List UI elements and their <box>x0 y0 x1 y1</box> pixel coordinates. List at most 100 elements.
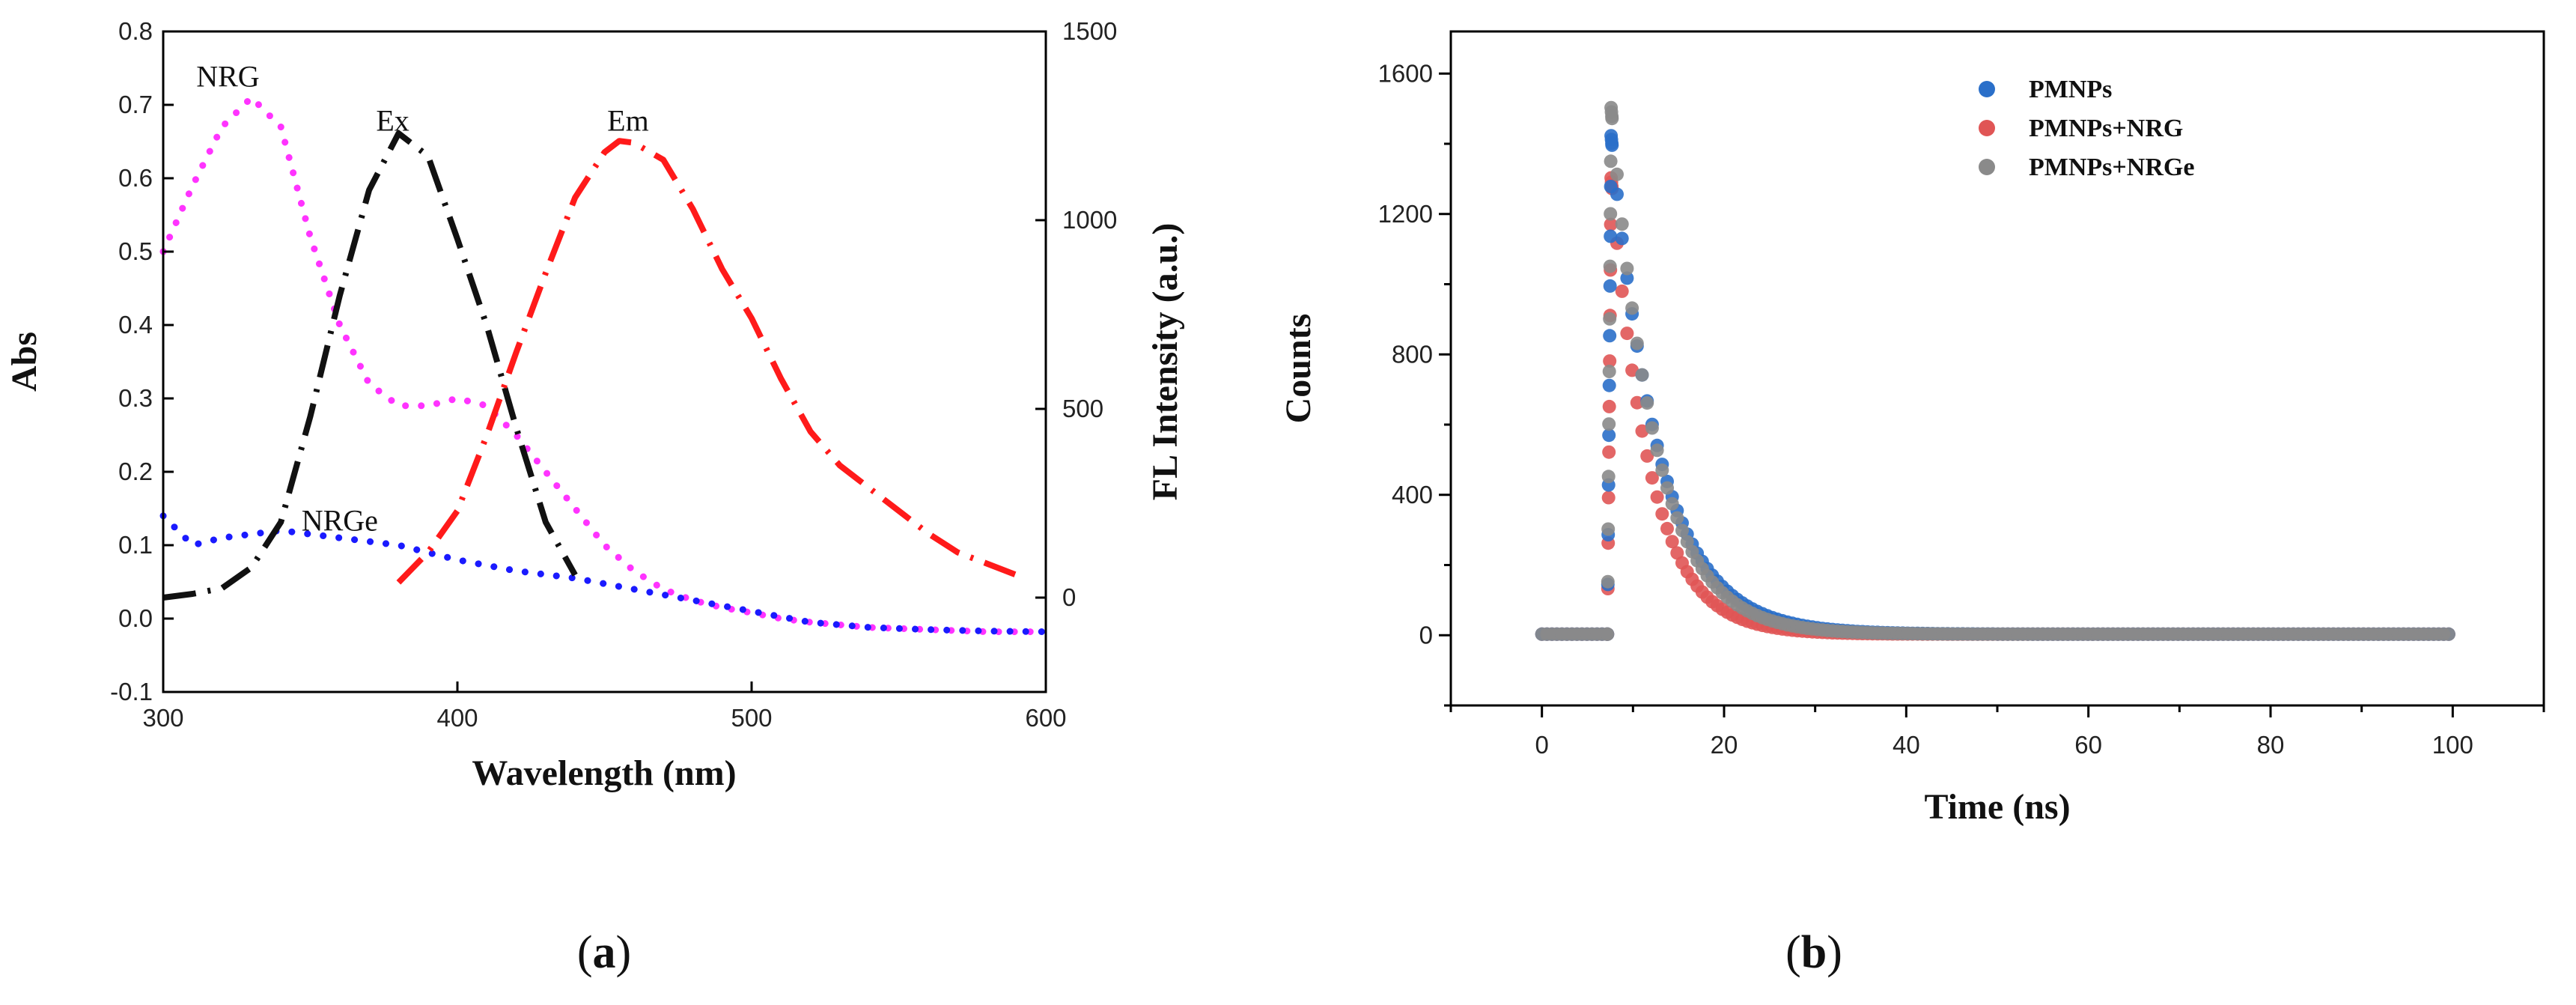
data-point <box>1601 574 1615 589</box>
data-point <box>1655 463 1669 477</box>
panel-a-y-ticks: -0.1 0.0 0.1 0.2 0.3 0.4 0.5 0.6 0.7 0.8 <box>110 17 174 705</box>
data-point <box>1645 421 1659 435</box>
panel-a-caption: (a) <box>577 927 631 978</box>
y-tick-label: 1200 <box>1378 200 1433 228</box>
panel-a-y-axis-title: Abs <box>4 332 44 392</box>
y-tick-label: 0.4 <box>118 311 153 338</box>
data-point <box>1602 428 1616 443</box>
data-point <box>1603 329 1617 343</box>
data-point <box>1680 535 1694 549</box>
data-point <box>1604 207 1618 221</box>
data-point <box>1604 180 1618 193</box>
data-point <box>1602 365 1616 378</box>
data-point <box>1620 327 1634 341</box>
data-point <box>1602 417 1616 431</box>
panel-a-data-layer <box>159 94 1050 636</box>
panel-b-chart: 0 20 40 60 80 100 0 400 800 1200 1600 PMNPs PMNPs+… <box>1279 30 2545 978</box>
x-tick-label: 100 <box>2432 731 2473 759</box>
data-point <box>1665 497 1679 511</box>
data-point <box>1604 154 1618 168</box>
x-tick-label: 40 <box>1893 731 1920 759</box>
x-tick-label: 500 <box>731 704 772 732</box>
panel-a-plot-frame <box>162 30 1047 693</box>
series-pmnps <box>1535 129 2455 641</box>
panel-b-x-axis-title: Time (ns) <box>1924 787 2070 827</box>
annotation-nrge: NRGe <box>302 503 378 537</box>
x-tick-label: 20 <box>1711 731 1738 759</box>
y2-tick-label: 1500 <box>1062 17 1117 45</box>
data-point <box>1660 521 1674 535</box>
legend-label-pmnps-nrg: PMNPs+NRG <box>2029 115 2183 142</box>
data-point <box>1635 368 1649 382</box>
data-point <box>1601 470 1616 484</box>
y-tick-label: -0.1 <box>110 678 153 705</box>
data-point <box>1670 546 1684 560</box>
data-point <box>1604 217 1618 231</box>
x-tick-label: 0 <box>1535 731 1548 759</box>
data-point <box>1602 378 1616 392</box>
data-point <box>1605 109 1619 124</box>
y-tick-label: 0 <box>1419 621 1433 649</box>
legend-marker-pmnps-nrg <box>1979 120 1995 136</box>
series-line-ex <box>162 130 578 601</box>
y2-tick-label: 0 <box>1062 583 1076 611</box>
y-tick-label: 0.2 <box>118 458 153 485</box>
data-point <box>1620 261 1634 276</box>
panel-b-x-ticks: 0 20 40 60 80 100 <box>1449 705 2545 759</box>
panel-b-legend: PMNPs PMNPs+NRG PMNPs+NRGe <box>1979 76 2194 181</box>
data-point <box>1625 363 1639 377</box>
x-tick-label: 300 <box>142 704 183 732</box>
data-point <box>1615 231 1629 246</box>
data-point <box>1650 443 1664 458</box>
annotation-nrg: NRG <box>196 60 259 94</box>
legend-marker-pmnps-nrge <box>1979 159 1995 175</box>
data-point <box>1655 507 1669 521</box>
x-tick-label: 60 <box>2074 731 2102 759</box>
data-point <box>1650 490 1664 504</box>
data-point <box>1660 481 1674 495</box>
data-point <box>1625 301 1639 315</box>
data-point <box>1615 284 1629 298</box>
data-point <box>1610 167 1624 181</box>
panel-b-data-layer <box>1535 100 2455 641</box>
y2-tick-label: 500 <box>1062 395 1103 422</box>
panel-a-y2-ticks: 0 500 1000 1500 <box>1035 17 1117 611</box>
data-point <box>1640 449 1654 463</box>
y-tick-label: 800 <box>1392 340 1433 368</box>
data-point <box>1605 136 1619 151</box>
data-point <box>2441 627 2455 641</box>
y-tick-label: 0.5 <box>118 237 153 265</box>
y-tick-label: 0.8 <box>118 17 153 45</box>
series-line-em <box>396 138 1018 585</box>
panel-a-chart: 300 400 500 600 -0.1 0.0 0.1 0.2 0.3 0.4 0.5 0.6 0.… <box>4 17 1185 978</box>
panel-b-y-axis-title: Counts <box>1279 314 1318 424</box>
data-point <box>1615 217 1629 231</box>
annotation-ex: Ex <box>376 103 409 137</box>
series-pmnps-nrg <box>1535 171 2455 641</box>
x-tick-label: 80 <box>2257 731 2285 759</box>
data-point <box>1602 399 1616 413</box>
data-point <box>1670 511 1684 525</box>
data-point <box>1603 279 1617 293</box>
data-point <box>1601 491 1616 505</box>
data-point <box>1620 271 1634 285</box>
panel-b-caption-open: ( <box>1785 927 1801 978</box>
panel-a-annotations: NRG Ex Em NRGe <box>196 60 648 538</box>
panel-b-caption-letter: b <box>1801 927 1827 978</box>
y-tick-label: 0.0 <box>118 604 153 632</box>
panel-a-x-ticks: 300 400 500 600 <box>142 681 1067 732</box>
x-tick-label: 600 <box>1025 704 1066 732</box>
data-point <box>1603 312 1617 326</box>
series-line-nrge <box>159 512 1050 636</box>
y-tick-label: 0.7 <box>118 91 153 118</box>
data-point <box>1602 445 1616 459</box>
y-tick-label: 0.3 <box>118 384 153 412</box>
legend-label-pmnps-nrge: PMNPs+NRGe <box>2029 154 2194 181</box>
y-tick-label: 0.1 <box>118 531 153 559</box>
data-point <box>1645 471 1659 485</box>
panel-b-caption: (b) <box>1785 927 1842 978</box>
data-point <box>1603 354 1617 368</box>
legend-label-pmnps: PMNPs <box>2029 76 2112 103</box>
data-point <box>1630 336 1644 350</box>
panel-a-y2-axis-title: FL Intensity (a.u.) <box>1145 223 1185 501</box>
